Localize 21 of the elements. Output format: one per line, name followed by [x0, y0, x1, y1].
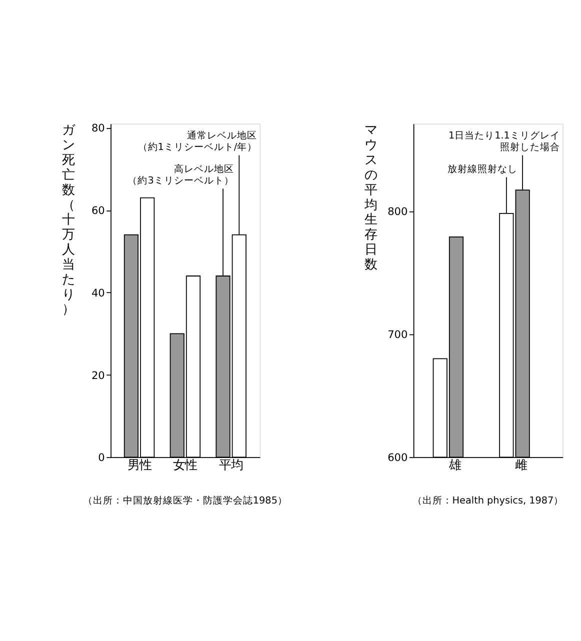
text: 放射線照射なし	[447, 162, 518, 175]
x-tick-label: 雄	[448, 458, 461, 472]
text: 通常レベル地区（約1ミリシーベルト/年）	[138, 130, 258, 153]
y-tick-label: 80	[91, 122, 105, 135]
x-tick-label: 女性	[173, 458, 198, 472]
y-tick-label: 0	[98, 452, 105, 464]
x-tick-label: 雌	[515, 458, 528, 472]
y-tick-label: 600	[388, 452, 408, 464]
text: （出所：中国放射線医学・防護学会誌1985）	[82, 494, 288, 507]
y-tick-label: 40	[91, 287, 105, 300]
text: 1日当たり1.1ミリグレイ照射した場合	[448, 130, 560, 153]
y-tick-label: 60	[91, 205, 105, 218]
y-tick-label: 700	[388, 329, 408, 342]
y-tick-label: 800	[388, 206, 408, 218]
x-tick-label: 男性	[127, 458, 152, 472]
x-tick-label: 平均	[219, 458, 244, 472]
y-tick-label: 20	[91, 370, 105, 382]
text: ガン死亡数（十万人当たり）	[62, 123, 75, 318]
text: （出所：Health physics, 1987）	[412, 494, 564, 507]
text: マウスの平均生存日数	[364, 123, 378, 272]
text: 高レベル地区（約3ミリシーベルト）	[128, 162, 234, 186]
